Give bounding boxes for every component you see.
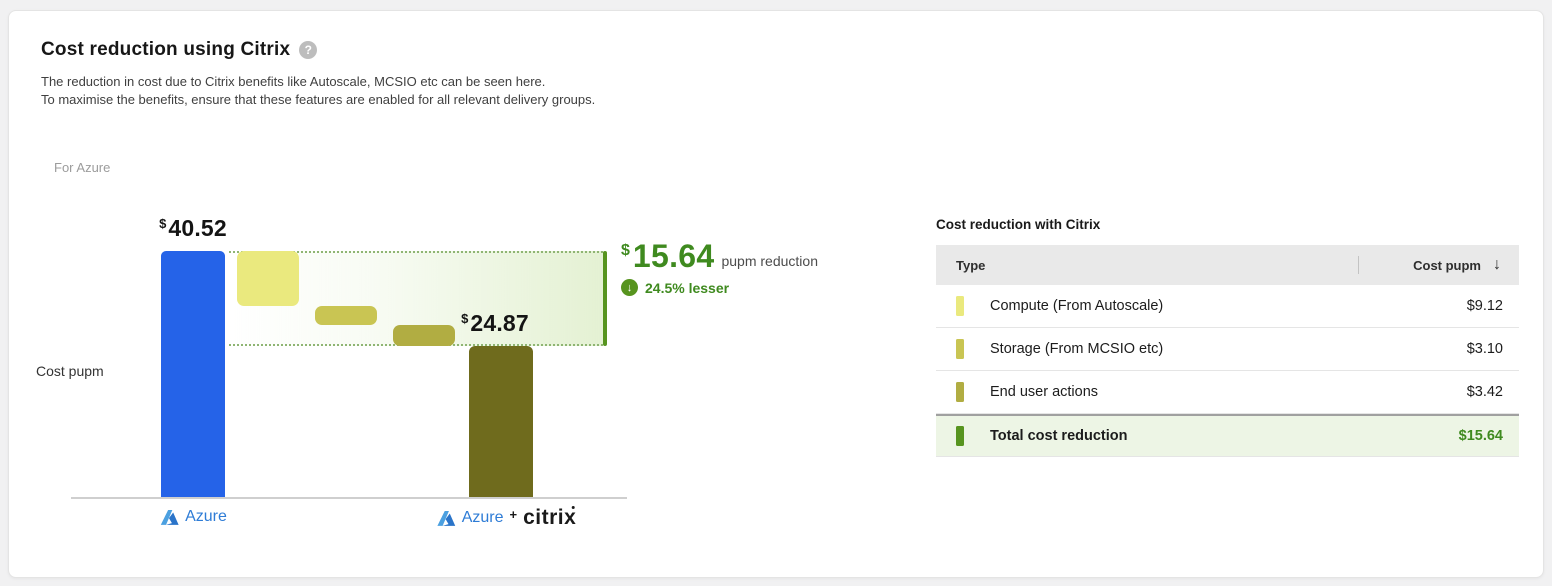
citrix-logo: citrix [523, 506, 577, 529]
help-icon[interactable]: ? [299, 41, 318, 59]
page-title: Cost reduction using Citrix [41, 39, 291, 60]
row-color-swatch [956, 339, 964, 359]
decrease-arrow-icon: ↓ [621, 279, 638, 296]
reduction-currency: $ [621, 242, 630, 259]
column-header-type: Type [956, 257, 986, 273]
plus-sign: + [509, 506, 518, 522]
description-line-1: The reduction in cost due to Citrix bene… [41, 74, 546, 89]
reduction-value: 15.64 [632, 238, 715, 274]
azure-label: Azure [461, 509, 504, 526]
table-title: Cost reduction with Citrix [936, 217, 1101, 232]
table-row: End user actions $3.42 [936, 371, 1519, 414]
column-header-cost-pupm[interactable]: Cost pupm ↓ [1359, 256, 1519, 274]
row-cost-value: $3.42 [1466, 384, 1503, 400]
table-body: Compute (From Autoscale) $9.12 Storage (Fr… [936, 285, 1519, 457]
row-cost-value: $15.64 [1458, 428, 1503, 444]
waterfall-segment-2 [315, 306, 377, 326]
reduction-bracket-line [603, 251, 607, 346]
waterfall-segment-1 [237, 251, 299, 307]
row-cost-value: $9.12 [1466, 298, 1503, 314]
end-bar-value: $24.87 [461, 310, 529, 336]
table-row: Storage (From MCSIO etc) $3.10 [936, 328, 1519, 371]
cost-reduction-card: Cost reduction using Citrix ? The reduct… [8, 10, 1544, 578]
reduction-percent-row: ↓ 24.5% lesser [621, 279, 818, 296]
table-header-row: Type Cost pupm ↓ [936, 245, 1519, 285]
azure-logo-icon [160, 509, 179, 525]
column-divider [1358, 256, 1359, 274]
azure-logo-icon [437, 510, 456, 526]
row-cost-value: $3.10 [1466, 341, 1503, 357]
scope-label: For Azure [54, 160, 111, 175]
waterfall-start-bar [161, 251, 225, 497]
reduction-callout: $ 15.64 pupm reduction ↓ 24.5% lesser [621, 239, 818, 296]
waterfall-segment-3 [393, 325, 455, 346]
table-row: Compute (From Autoscale) $9.12 [936, 285, 1519, 328]
start-bar-value: $40.52 [159, 215, 227, 241]
row-type-label: Total cost reduction [990, 428, 1128, 444]
reduction-amount: $ 15.64 pupm reduction [621, 239, 818, 273]
card-description: The reduction in cost due to Citrix bene… [41, 73, 595, 109]
sort-descending-icon[interactable]: ↓ [1493, 256, 1501, 273]
row-type-label: Storage (From MCSIO etc) [990, 341, 1164, 357]
row-color-swatch [956, 426, 964, 446]
card-header: Cost reduction using Citrix ? [41, 39, 318, 61]
x-axis-label-azure-citrix: Azure + citrix [436, 506, 577, 529]
table-row-total: Total cost reduction $15.64 [936, 414, 1519, 457]
x-axis-line [71, 497, 627, 499]
row-color-swatch [956, 296, 964, 316]
waterfall-end-bar [469, 346, 533, 497]
cost-reduction-table: Cost reduction with Citrix Type Cost pup… [936, 217, 1519, 457]
x-axis-label-azure: Azure [159, 508, 227, 526]
column-header-cost-label: Cost pupm [1413, 257, 1481, 273]
description-line-2: To maximise the benefits, ensure that th… [41, 92, 596, 107]
row-type-label: Compute (From Autoscale) [990, 298, 1164, 314]
y-axis-label: Cost pupm [36, 363, 104, 379]
reduction-suffix: pupm reduction [721, 253, 818, 269]
row-type-label: End user actions [990, 384, 1099, 400]
reduction-percent: 24.5% lesser [645, 279, 730, 296]
row-color-swatch [956, 382, 964, 402]
azure-label: Azure [185, 508, 227, 525]
